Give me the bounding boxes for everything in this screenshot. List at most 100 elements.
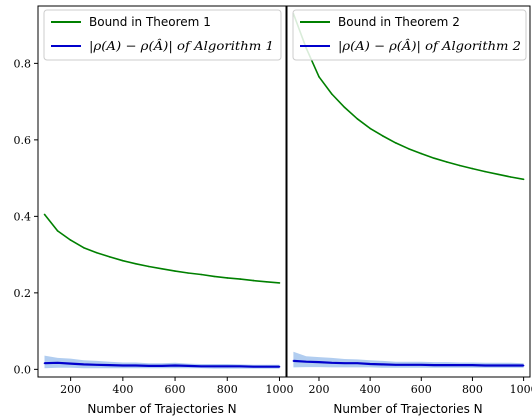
right-series-1-point — [458, 364, 461, 366]
right-x-tick-label: 800 — [462, 383, 483, 396]
left-series-0-point — [69, 239, 72, 241]
left-y-tick-label: 0.0 — [14, 363, 32, 376]
right-series-0-point — [522, 178, 525, 181]
left-series-1-point — [43, 362, 46, 365]
left-series-1-point — [174, 364, 176, 367]
right-series-0-point — [433, 157, 435, 159]
right-series-0-point — [484, 170, 487, 173]
right-series-1-point — [305, 360, 308, 363]
right-series-0-point — [382, 135, 384, 137]
left-series-0-point — [95, 251, 98, 254]
left-series-0-point — [187, 272, 189, 274]
right-series-1-point — [433, 364, 435, 366]
left-legend-label-theorem-bound: Bound in Theorem 1 — [89, 15, 211, 29]
right-series-0-point — [318, 76, 320, 78]
right-series-1-point — [318, 361, 320, 363]
right-series-1-point — [292, 360, 295, 362]
right-x-tick-label: 600 — [411, 383, 432, 396]
left-series-1-point — [148, 365, 150, 367]
right-series-1-point — [331, 362, 333, 364]
left-y-ticks: 0.0 0.2 0.4 0.6 0.8 — [14, 57, 38, 376]
left-series-0-point — [213, 275, 215, 278]
left-series-0-point — [239, 278, 242, 280]
right-x-tick-label: 400 — [360, 383, 381, 396]
right-series-0-point — [343, 106, 346, 109]
left-y-tick-label: 0.6 — [14, 134, 32, 147]
right-series-0-point — [420, 152, 423, 155]
left-plot-frame — [37, 5, 287, 378]
right-series-1-point — [522, 364, 525, 367]
left-series-0-point — [148, 265, 150, 268]
left-series-1-point — [109, 364, 111, 366]
right-series-1-point — [446, 364, 448, 366]
right-series-0-point — [497, 173, 499, 176]
left-lines-group — [43, 213, 281, 368]
left-series-1-point — [56, 362, 59, 364]
left-x-tick-label: 400 — [112, 383, 133, 396]
left-series-0-point — [56, 230, 59, 232]
right-legend-label-algorithm-error: |ρ(A) − ρ(Â)| of Algorithm 2 — [338, 38, 521, 53]
left-series-0-point — [161, 268, 163, 270]
right-series-1-point — [394, 364, 397, 366]
right-series-0-point — [369, 127, 371, 130]
right-x-ticks: 200 400 600 800 1000 — [308, 377, 532, 396]
right-x-tick-label: 200 — [308, 383, 329, 396]
right-legend-label-theorem-bound: Bound in Theorem 2 — [338, 15, 460, 29]
left-series-1-point — [161, 365, 163, 367]
left-series-1-point — [239, 365, 242, 368]
right-series-1-point — [369, 363, 371, 365]
left-x-tick-label: 600 — [165, 383, 186, 396]
right-series-1-point — [510, 364, 512, 367]
right-series-0-point — [331, 93, 333, 95]
left-x-axis-label: Number of Trajectories N — [87, 402, 236, 416]
right-series-0-point — [471, 167, 474, 170]
left-series-0-point — [82, 246, 85, 249]
right-series-0-point — [356, 118, 359, 120]
right-series-0-point — [407, 147, 410, 150]
left-series-1-point — [82, 363, 85, 366]
left-series-1-point — [213, 365, 215, 368]
left-series-0-point — [278, 282, 281, 284]
right-series-1-point — [484, 364, 487, 367]
left-x-ticks: 200 400 600 800 1000 — [60, 377, 293, 396]
left-x-tick-label: 200 — [60, 383, 81, 396]
left-series-0-point — [109, 256, 111, 258]
left-x-tick-label: 800 — [217, 383, 238, 396]
left-y-tick-label: 0.4 — [14, 210, 32, 223]
right-series-1-point — [407, 364, 410, 366]
right-series-1-point — [471, 364, 474, 366]
left-series-0-point — [252, 279, 255, 282]
right-lines-group — [292, 12, 525, 367]
left-y-tick-label: 0.2 — [14, 287, 32, 300]
left-series-1-point — [226, 365, 229, 368]
left-series-1-point — [135, 364, 137, 367]
left-series-0-point — [122, 259, 124, 262]
left-y-tick-label: 0.8 — [14, 57, 32, 70]
right-plot-frame — [286, 5, 531, 378]
left-legend-box — [43, 9, 282, 61]
left-series-1-point — [265, 365, 268, 368]
right-series-1-point — [497, 364, 499, 367]
right-series-0-point — [394, 142, 397, 144]
left-series-1-point — [122, 364, 124, 367]
right-legend: Bound in Theorem 2 |ρ(A) − ρ(Â)| of Algo… — [292, 9, 527, 61]
right-series-1-point — [382, 363, 384, 366]
left-series-1-point — [187, 365, 189, 367]
right-x-axis-label: Number of Trajectories N — [333, 402, 482, 416]
left-legend-label-algorithm-error: |ρ(A) − ρ(Â)| of Algorithm 1 — [89, 38, 274, 53]
right-series-0-point — [446, 161, 448, 163]
right-series-1-point — [356, 362, 359, 365]
right-series-1-point — [343, 362, 346, 365]
left-series-1-point — [252, 365, 255, 368]
right-series-1-point — [420, 364, 423, 366]
left-x-tick-label: 1000 — [265, 383, 293, 396]
left-series-0-point — [174, 270, 176, 272]
left-series-1-point — [278, 365, 281, 368]
right-panel: 200 400 600 800 1000 Number of Trajectories … — [286, 5, 532, 416]
left-legend: Bound in Theorem 1 |ρ(A) − ρ(Â)| of Algo… — [43, 9, 282, 61]
right-series-0-point — [510, 176, 512, 178]
right-series-0-point — [458, 164, 461, 167]
left-series-0-point — [265, 281, 268, 283]
left-series-1-point — [69, 362, 72, 365]
